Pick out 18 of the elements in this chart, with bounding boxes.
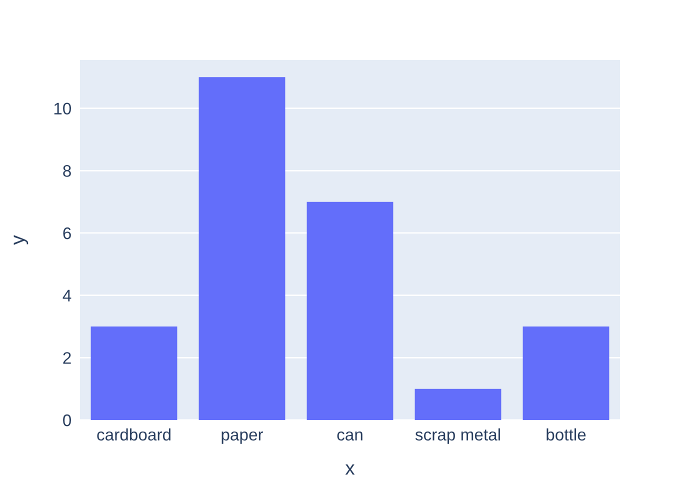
y-axis-title: y: [14, 235, 28, 245]
bar: [198, 77, 286, 420]
x-tick-label: cardboard: [97, 428, 170, 441]
x-tick-label: can: [337, 431, 362, 441]
bar: [306, 202, 394, 420]
y-tick-label: 6: [63, 227, 71, 240]
x-tick-label: bottle: [546, 428, 586, 441]
y-tick-label: 0: [63, 414, 72, 426]
y-tick-label: 2: [63, 352, 71, 364]
y-tick-label: 8: [63, 165, 71, 177]
y-tick-label: 10: [54, 102, 72, 115]
y-tick-label: 4: [62, 290, 72, 302]
x-tick-label: scrap metal: [415, 428, 500, 444]
bar: [414, 388, 502, 420]
bar: [90, 326, 178, 420]
x-tick-label: paper: [222, 431, 264, 444]
x-axis-title: x: [345, 464, 355, 475]
bar: [522, 326, 610, 420]
